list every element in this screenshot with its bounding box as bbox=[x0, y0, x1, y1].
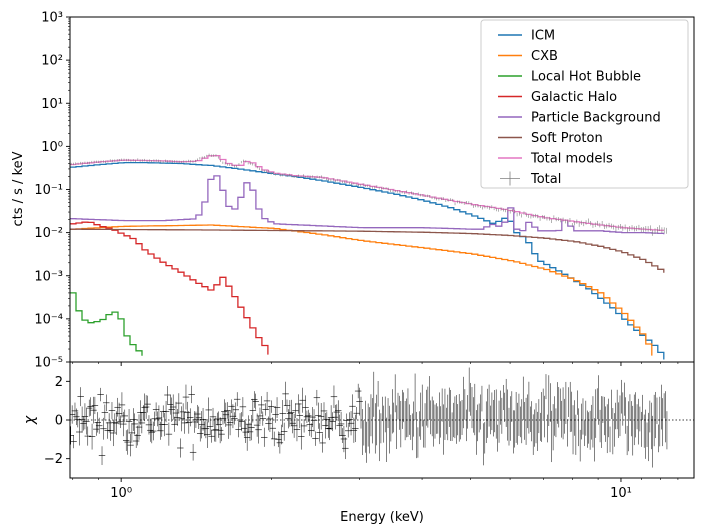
y-tick-label: 10⁻⁴ bbox=[34, 312, 63, 327]
y-tick-label: 10⁻⁵ bbox=[34, 356, 63, 371]
y-tick-label: 10² bbox=[41, 54, 63, 69]
series-line-particle-background bbox=[70, 175, 665, 235]
series-line-icm bbox=[70, 161, 665, 360]
series-line-local-hot-bubble bbox=[70, 292, 143, 356]
legend-label-icm: ICM bbox=[531, 29, 555, 44]
legend-label-total-models: Total models bbox=[530, 152, 613, 167]
residual-y-tick-label: 0 bbox=[55, 414, 63, 429]
spectrum-panel: 10⁻⁵ 10⁻⁴ 10⁻³ 10⁻² 10⁻¹ 10⁰ 10¹ 10² 10³ cts / s… bbox=[11, 11, 695, 371]
y-tick-label: 10⁻² bbox=[34, 226, 63, 241]
legend-label-particle-background: Particle Background bbox=[531, 111, 661, 126]
y-tick-label: 10¹ bbox=[41, 97, 63, 112]
residual-y-tick-label: −2 bbox=[44, 452, 63, 467]
series-line-galactic-halo bbox=[70, 221, 269, 355]
y-tick-label: 10⁻¹ bbox=[34, 183, 63, 198]
spectrum-x-ticks bbox=[72, 362, 679, 366]
residual-y-tick-label: 2 bbox=[55, 375, 63, 390]
spectrum-y-ticks: 10⁻⁵ 10⁻⁴ 10⁻³ 10⁻² 10⁻¹ 10⁰ 10¹ 10² 10³ bbox=[34, 11, 70, 371]
residual-y-axis-label: χ bbox=[22, 415, 38, 425]
legend-label-total: Total bbox=[530, 172, 561, 187]
y-tick-label: 10⁻³ bbox=[34, 269, 63, 284]
residual-x-ticks: 10⁰ 10¹ bbox=[72, 478, 679, 501]
spectrum-y-axis-label: cts / s / keV bbox=[11, 151, 26, 226]
residual-panel: −2 0 2 10⁰ 10¹ χ Energy (keV) bbox=[22, 361, 695, 525]
legend-label-cxb: CXB bbox=[531, 49, 558, 64]
x-tick-label: 10⁰ bbox=[110, 486, 132, 501]
x-tick-label: 10¹ bbox=[610, 486, 632, 501]
x-axis-label: Energy (keV) bbox=[340, 510, 424, 525]
residual-y-ticks: −2 0 2 bbox=[44, 375, 70, 467]
observed-data-layer bbox=[70, 153, 667, 236]
y-tick-label: 10³ bbox=[41, 11, 63, 26]
legend-label-local-hot-bubble: Local Hot Bubble bbox=[531, 70, 641, 85]
legend: ICM CXB Local Hot Bubble Galactic Halo Parti… bbox=[480, 19, 689, 189]
legend-label-soft-proton: Soft Proton bbox=[531, 131, 603, 146]
y-tick-label: 10⁰ bbox=[41, 140, 63, 155]
series-line-cxb bbox=[70, 224, 653, 356]
legend-label-galactic-halo: Galactic Halo bbox=[531, 90, 617, 105]
legend-box bbox=[480, 19, 689, 189]
series-line-soft-proton bbox=[70, 228, 665, 273]
residual-points-layer bbox=[70, 367, 668, 468]
